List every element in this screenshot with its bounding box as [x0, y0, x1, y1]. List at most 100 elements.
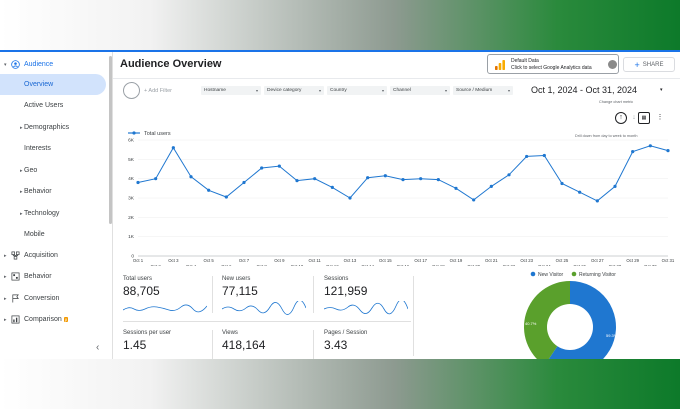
data-point[interactable] — [295, 179, 299, 183]
metric-value: 77,115 — [222, 284, 258, 298]
chevron-down-icon[interactable]: ▾ — [660, 87, 663, 93]
data-point[interactable] — [578, 190, 582, 194]
data-point[interactable] — [631, 150, 635, 154]
sidebar-item-interests[interactable]: Interests — [0, 138, 106, 159]
x-tick-label: Oct 29 — [626, 258, 639, 263]
more-options-icon[interactable]: ⋮ — [656, 114, 664, 121]
data-point[interactable] — [489, 184, 493, 188]
data-point[interactable] — [136, 180, 140, 185]
data-point[interactable] — [189, 175, 193, 179]
data-point[interactable] — [401, 178, 405, 182]
x-tick-label: Oct 20 — [467, 264, 480, 266]
x-tick-label: Oct 4 — [186, 264, 197, 266]
header-divider — [113, 78, 680, 79]
data-point[interactable] — [560, 181, 564, 186]
x-tick-label: Oct 6 — [221, 264, 232, 266]
plus-icon: + — [634, 59, 640, 70]
x-tick-label: Oct 31 — [662, 258, 675, 263]
data-point[interactable] — [277, 164, 281, 168]
metric-new-users[interactable]: New users 77,115 — [222, 276, 306, 315]
default-data-title: Default Data — [511, 58, 539, 64]
sidebar-item-overview[interactable]: Overview — [0, 74, 106, 95]
y-tick-label: 5K — [128, 157, 135, 163]
x-tick-label: Oct 2 — [151, 264, 162, 266]
chevron-down-icon: ▾ — [255, 88, 258, 93]
data-point[interactable] — [313, 177, 317, 181]
slice-label-returning: 40.7% — [525, 321, 537, 326]
data-point[interactable] — [383, 174, 387, 178]
data-point[interactable] — [330, 185, 334, 189]
sidebar-item-acquisition[interactable]: ▸ Acquisition — [0, 245, 106, 266]
default-data-selector[interactable]: Default Data Click to select Google Anal… — [487, 54, 619, 74]
sidebar-item-label: Audience — [24, 61, 54, 68]
legend-new-visitor-marker — [530, 271, 536, 277]
add-filter-button[interactable]: + Add Filter — [144, 88, 172, 94]
date-range-picker[interactable]: Oct 1, 2024 - Oct 31, 2024 — [531, 85, 638, 95]
data-point[interactable] — [525, 154, 529, 159]
sidebar-item-audience[interactable]: ▾ Audience — [0, 54, 106, 75]
chevron-down-icon: ▾ — [318, 88, 321, 93]
data-point[interactable] — [260, 166, 264, 170]
data-point[interactable] — [207, 188, 211, 192]
sidebar-item-geo[interactable]: ▸ Geo — [0, 160, 106, 181]
data-point[interactable] — [224, 195, 228, 199]
sidebar-item-comparison[interactable]: ▸ Comparison β — [0, 309, 106, 330]
x-tick-label: Oct 5 — [204, 258, 215, 263]
beta-badge: β — [63, 317, 69, 322]
x-tick-label: Oct 10 — [291, 264, 304, 266]
sidebar-item-active-users[interactable]: Active Users — [0, 95, 106, 116]
x-tick-label: Oct 1 — [133, 258, 144, 263]
data-point[interactable] — [171, 146, 175, 150]
sidebar: ▾ Audience Overview Active Users ▸ Demog… — [0, 52, 113, 359]
add-filter-icon[interactable] — [123, 82, 140, 99]
data-point[interactable] — [348, 196, 352, 200]
slice-label-new: 59.3% — [606, 333, 618, 338]
sidebar-item-behavior[interactable]: ▸ Behavior — [0, 266, 106, 287]
change-metric-tooltip: Change chart metric — [599, 100, 634, 104]
data-point[interactable] — [419, 177, 423, 181]
drill-down-icon[interactable]: ↓ — [632, 114, 636, 121]
metric-total-users[interactable]: Total users 88,705 — [123, 276, 207, 315]
country-dropdown[interactable]: Country ▾ — [327, 86, 387, 95]
metric-sessions-per-user[interactable]: Sessions per user 1.45 — [123, 330, 171, 352]
data-point[interactable] — [613, 184, 617, 188]
sidebar-item-demographics[interactable]: ▸ Demographics — [0, 117, 106, 138]
data-point[interactable] — [366, 176, 370, 180]
device-category-dropdown[interactable]: Device category ▾ — [264, 86, 324, 95]
data-point[interactable] — [242, 180, 246, 185]
data-point[interactable] — [472, 198, 476, 202]
data-point[interactable] — [507, 173, 511, 177]
metric-pages-per-session[interactable]: Pages / Session 3.43 — [324, 330, 367, 352]
sidebar-scrollbar[interactable] — [109, 56, 112, 224]
visitor-type-donut-chart: New Visitor Returning Visitor 59.3% 40.7… — [524, 271, 618, 359]
metric-views[interactable]: Views 418,164 — [222, 330, 265, 352]
share-button[interactable]: + SHARE — [623, 57, 675, 72]
legend-returning-visitor-marker — [571, 271, 577, 277]
metric-divider — [313, 330, 314, 359]
metric-sessions[interactable]: Sessions 121,959 — [324, 276, 408, 315]
metric-divider — [313, 276, 314, 313]
data-point[interactable] — [154, 177, 158, 181]
sidebar-item-technology[interactable]: ▸ Technology — [0, 203, 106, 224]
data-point[interactable] — [542, 153, 546, 158]
chart-metric-icon[interactable]: ▦ — [638, 112, 650, 124]
source-medium-dropdown[interactable]: Source / Medium ▾ — [453, 86, 513, 95]
metric-value: 88,705 — [123, 284, 160, 298]
analytics-logo-icon — [495, 60, 505, 70]
sidebar-item-behavior-sub[interactable]: ▸ Behavior — [0, 181, 106, 202]
collapse-sidebar-icon[interactable]: ‹ — [96, 342, 100, 353]
sidebar-item-conversion[interactable]: ▸ Conversion — [0, 288, 106, 309]
data-point[interactable] — [454, 186, 458, 190]
behavior-icon — [11, 272, 20, 281]
data-point[interactable] — [648, 144, 652, 148]
page-title: Audience Overview — [120, 58, 222, 70]
main-content: Audience Overview Default Data Click to … — [113, 52, 680, 359]
data-point[interactable] — [436, 178, 440, 182]
x-tick-label: Oct 11 — [308, 258, 321, 263]
sidebar-item-mobile[interactable]: Mobile — [0, 224, 106, 245]
data-point[interactable] — [595, 199, 599, 203]
drill-up-icon[interactable]: ↑ — [615, 112, 627, 124]
data-point[interactable] — [666, 149, 670, 153]
hostname-dropdown[interactable]: Hostname ▾ — [201, 86, 261, 95]
channel-dropdown[interactable]: Channel ▾ — [390, 86, 450, 95]
